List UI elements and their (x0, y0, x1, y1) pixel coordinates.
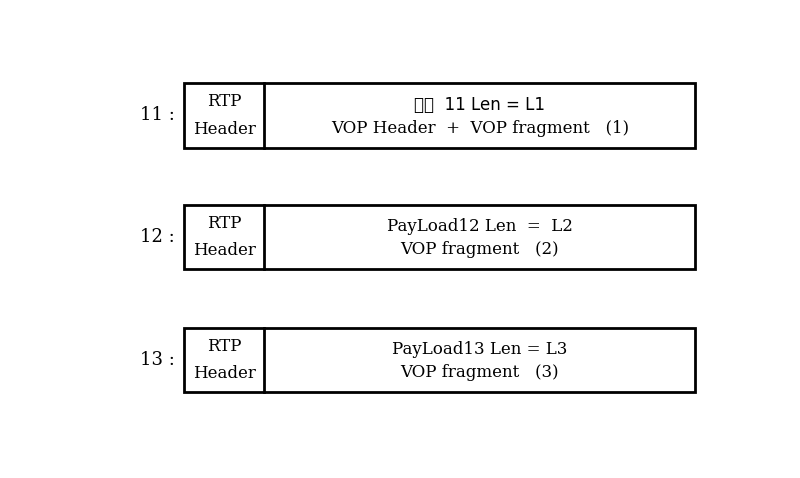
Text: VOP fragment   (2): VOP fragment (2) (401, 241, 559, 258)
Text: RTP
Header: RTP Header (193, 93, 255, 138)
Text: VOP fragment   (3): VOP fragment (3) (401, 364, 559, 381)
Bar (184, 83, 695, 148)
Text: RTP
Header: RTP Header (193, 338, 255, 382)
Text: PayLoad13 Len = L3: PayLoad13 Len = L3 (392, 341, 567, 358)
Text: 负载  11 Len = L1: 负载 11 Len = L1 (414, 96, 546, 114)
Text: 13 :: 13 : (140, 351, 175, 369)
Bar (184, 205, 695, 269)
Text: 11 :: 11 : (140, 106, 175, 124)
Text: VOP Header  +  VOP fragment   (1): VOP Header + VOP fragment (1) (330, 120, 629, 137)
Bar (184, 328, 695, 392)
Text: RTP
Header: RTP Header (193, 215, 255, 259)
Text: 12 :: 12 : (140, 228, 175, 246)
Text: PayLoad12 Len  =  L2: PayLoad12 Len = L2 (387, 218, 573, 235)
